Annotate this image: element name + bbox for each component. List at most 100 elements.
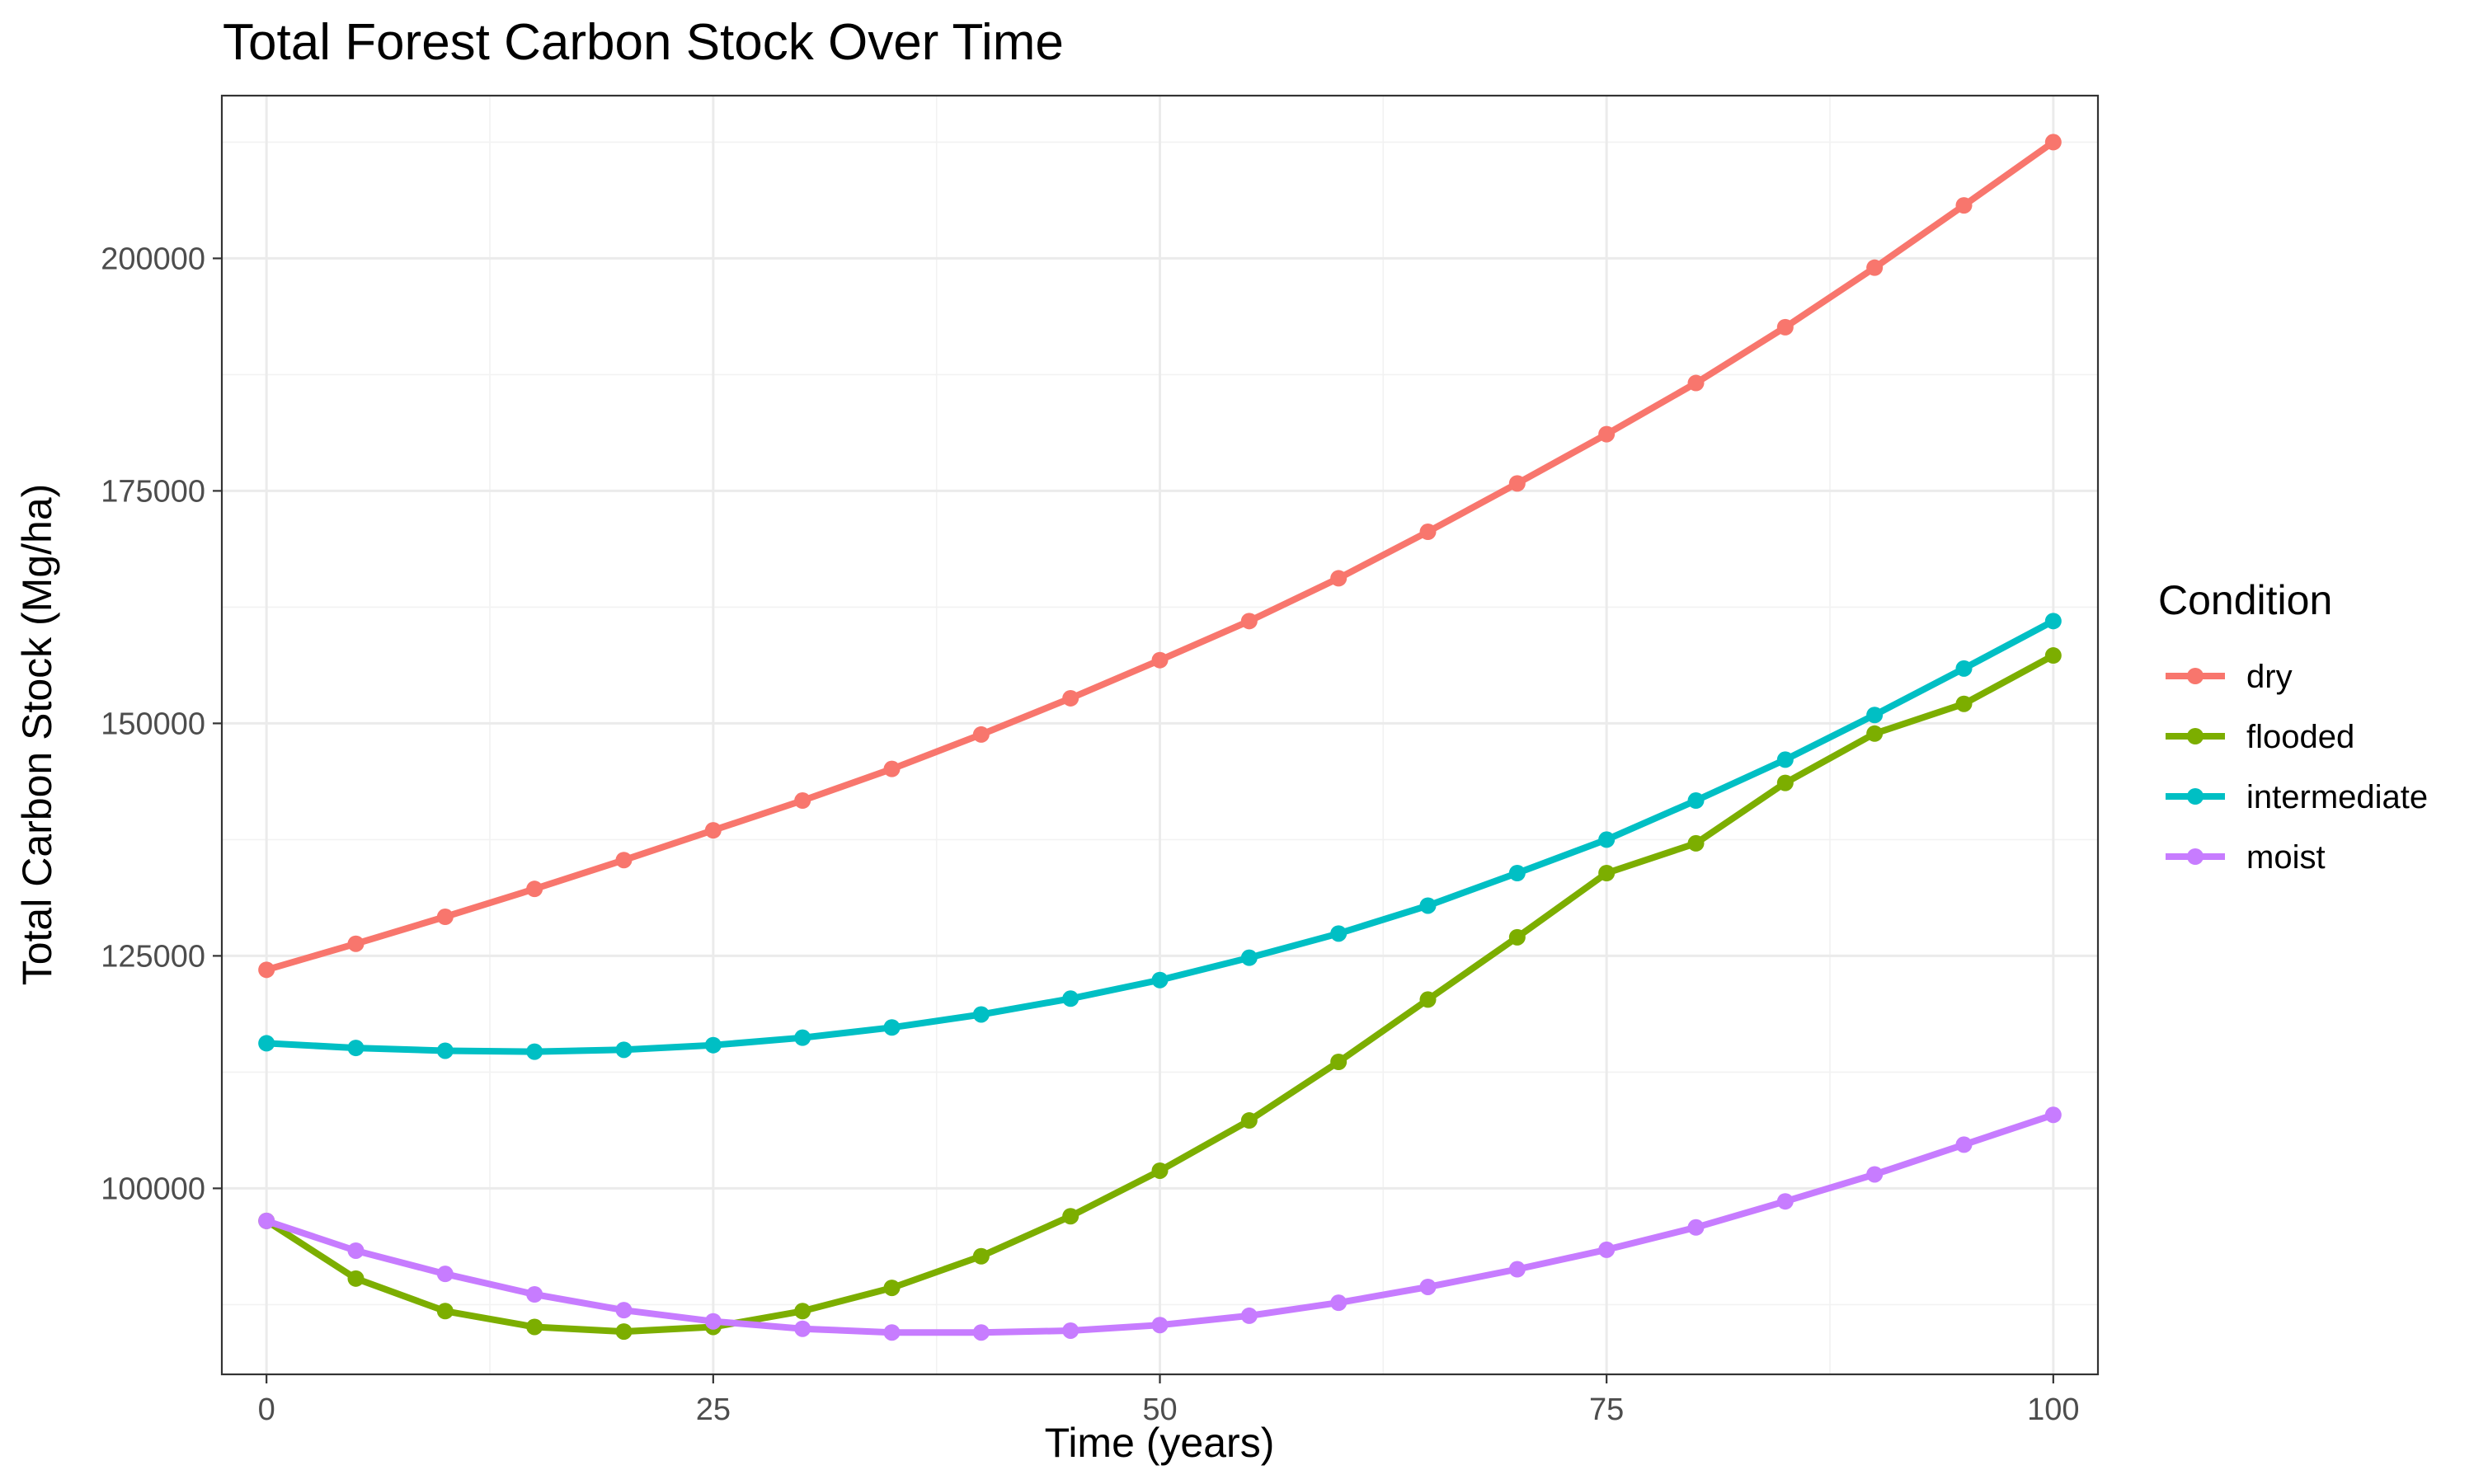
data-point-flooded [1776,774,1794,791]
data-point-moist [526,1285,543,1303]
data-point-intermediate [1598,831,1616,848]
y-tick-label: 125000 [101,939,205,974]
legend-label: dry [2246,659,2293,695]
data-point-moist [1240,1307,1258,1324]
legend: Condition dry flooded intermediate moist [2158,577,2428,876]
data-point-intermediate [347,1040,365,1057]
data-point-intermediate [1687,792,1705,810]
axes: 0 25 50 75 100 100000 125000 150000 175000 200000 [101,242,2079,1427]
legend-key-point [2187,848,2204,865]
legend-title: Condition [2158,577,2332,623]
data-point-dry [1240,613,1258,630]
data-point-flooded [1062,1208,1079,1225]
data-point-moist [1598,1241,1616,1258]
data-point-intermediate [1866,707,1884,724]
data-point-dry [1062,689,1079,707]
data-point-flooded [1598,865,1616,882]
data-point-dry [258,961,275,979]
data-point-flooded [1419,991,1437,1008]
series-flooded [258,647,2062,1341]
y-axis-title: Total Carbon Stock (Mg/ha) [14,484,60,986]
y-tick-label: 200000 [101,242,205,276]
data-point-moist [1330,1294,1348,1312]
data-point-moist [347,1242,365,1259]
data-point-intermediate [258,1035,275,1052]
data-point-intermediate [1062,990,1079,1007]
data-point-intermediate [794,1029,811,1046]
data-point-intermediate [883,1019,901,1036]
data-point-dry [704,822,722,839]
y-tick-label: 175000 [101,474,205,509]
y-tick-label: 150000 [101,707,205,741]
data-point-moist [883,1324,901,1341]
x-tick-label: 25 [696,1392,731,1427]
series-moist [258,1106,2062,1341]
data-point-flooded [972,1247,990,1265]
data-point-flooded [436,1303,454,1320]
data-point-moist [1062,1322,1079,1339]
data-point-intermediate [1151,971,1169,989]
legend-item-flooded: flooded [2166,719,2354,755]
series-layer [258,134,2062,1341]
data-point-moist [258,1212,275,1229]
data-point-moist [972,1324,990,1341]
x-tick-label: 100 [2027,1392,2079,1427]
data-point-flooded [1151,1162,1169,1179]
data-point-flooded [1955,695,1973,712]
data-point-flooded [1240,1112,1258,1129]
data-point-moist [1687,1219,1705,1236]
data-point-flooded [615,1323,633,1341]
x-axis-title: Time (years) [1045,1420,1275,1466]
data-point-intermediate [615,1041,633,1059]
data-point-dry [1151,651,1169,669]
data-point-intermediate [2044,613,2062,630]
data-point-dry [2044,134,2062,151]
data-point-moist [1776,1193,1794,1210]
data-point-dry [794,792,811,810]
data-point-flooded [794,1303,811,1320]
data-point-flooded [1508,928,1526,946]
data-point-moist [2044,1106,2062,1124]
data-point-flooded [526,1318,543,1336]
data-point-moist [436,1266,454,1283]
data-point-dry [883,760,901,777]
data-point-moist [615,1302,633,1319]
chart-title: Total Forest Carbon Stock Over Time [223,14,1064,71]
grid-lines [222,96,2098,1374]
x-tick-label: 0 [258,1392,275,1427]
data-point-dry [1508,475,1526,492]
data-point-dry [1955,197,1973,214]
legend-item-intermediate: intermediate [2166,779,2428,815]
x-tick-label: 75 [1589,1392,1624,1427]
series-dry [258,134,2062,979]
legend-label: intermediate [2246,779,2428,815]
data-point-moist [1151,1317,1169,1334]
data-point-moist [794,1320,811,1337]
data-point-moist [704,1313,722,1330]
legend-item-moist: moist [2166,839,2326,876]
data-point-dry [1598,425,1616,443]
legend-label: moist [2246,839,2326,876]
data-point-dry [526,881,543,898]
legend-key-point [2187,668,2204,684]
data-point-dry [1866,259,1884,276]
data-point-flooded [1866,725,1884,742]
data-point-dry [1687,374,1705,392]
data-point-intermediate [1330,925,1348,942]
data-point-dry [1330,570,1348,587]
data-point-intermediate [1419,897,1437,914]
legend-key-point [2187,788,2204,805]
data-point-flooded [1687,834,1705,852]
data-point-dry [1776,318,1794,336]
legend-item-dry: dry [2166,659,2293,695]
data-point-moist [1508,1261,1526,1278]
data-point-moist [1419,1278,1437,1295]
data-point-flooded [2044,647,2062,665]
data-point-flooded [883,1280,901,1297]
y-tick-label: 100000 [101,1172,205,1206]
data-point-intermediate [526,1043,543,1060]
data-point-flooded [1330,1053,1348,1070]
data-point-dry [1419,524,1437,541]
